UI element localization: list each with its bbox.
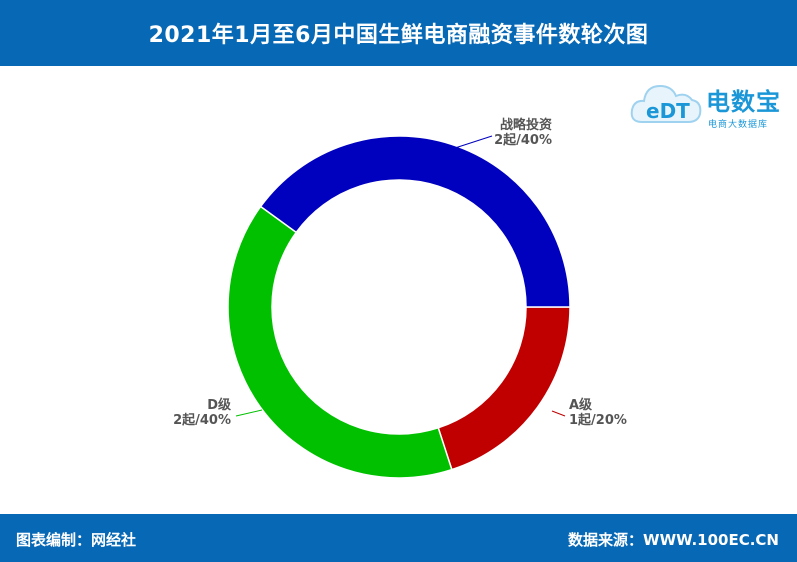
- slice-3: [259, 135, 571, 308]
- leader-line-3: [454, 135, 493, 149]
- slice-1: [437, 306, 571, 471]
- slice-name-label-2: D级: [207, 397, 232, 413]
- slice-value-label-3: 2起/40%: [494, 132, 552, 148]
- chart-title: 2021年1月至6月中国生鲜电商融资事件数轮次图: [148, 23, 649, 48]
- slice-value-label-2: 2起/40%: [173, 412, 231, 428]
- slice-name-label-1: A级: [569, 397, 593, 413]
- logo-name: 电数宝: [706, 88, 781, 116]
- logo-subtitle: 电商大数据库: [708, 120, 769, 130]
- slice-name-label-3: 战略投资: [500, 117, 552, 133]
- leader-line-1: [551, 410, 566, 417]
- footer-credit: 图表编制：网经社: [16, 531, 137, 549]
- footer-source: 数据来源：WWW.100EC.CN: [568, 531, 779, 549]
- slice-value-label-1: 1起/20%: [569, 412, 627, 428]
- cloud-logo-icon: eDT: [630, 84, 702, 123]
- slice-2: [227, 205, 453, 479]
- logo-mark-text: eDT: [646, 99, 690, 123]
- chart-title-bar: 2021年1月至6月中国生鲜电商融资事件数轮次图: [0, 0, 797, 66]
- footer-bar: 图表编制：网经社 数据来源：WWW.100EC.CN: [0, 514, 797, 562]
- logo: eDT 电数宝 电商大数据库: [628, 70, 793, 134]
- leader-line-2: [235, 409, 263, 417]
